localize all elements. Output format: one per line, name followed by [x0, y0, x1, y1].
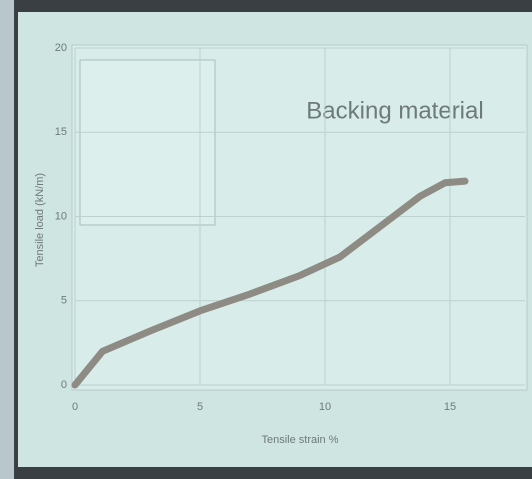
x-tick-label: 0 [72, 401, 78, 413]
y-tick-label: 20 [55, 42, 67, 54]
x-axis-label: Tensile strain % [261, 434, 338, 446]
y-tick-label: 0 [61, 379, 67, 391]
legend-box [80, 60, 215, 225]
x-tick-label: 5 [197, 401, 203, 413]
y-axis-label: Tensile load (kN/m) [34, 173, 46, 267]
chart: Backing material Tensile strain % Tensil… [0, 0, 532, 479]
chart-title: Backing material [306, 97, 483, 124]
page: Backing material Tensile strain % Tensil… [0, 0, 532, 479]
y-tick-label: 10 [55, 210, 67, 222]
x-tick-label: 15 [444, 401, 456, 413]
y-tick-label: 15 [55, 126, 67, 138]
y-tick-label: 5 [61, 295, 67, 307]
screen-edge [0, 0, 14, 479]
x-tick-label: 10 [319, 401, 331, 413]
